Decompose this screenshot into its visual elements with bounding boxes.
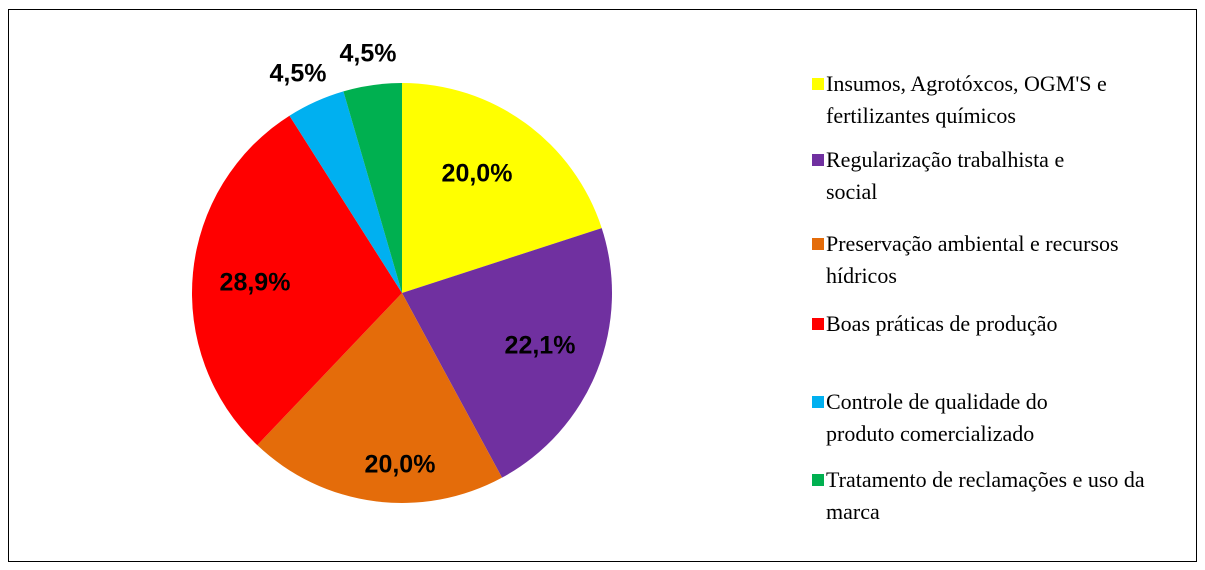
legend-label: Tratamento de reclamações e uso da marca	[826, 467, 1145, 524]
legend-label: Controle de qualidade do produto comerci…	[826, 389, 1048, 446]
legend-item: Controle de qualidade do produto comerci…	[812, 386, 1112, 450]
pie-slice	[289, 91, 402, 294]
data-label: 4,5%	[270, 60, 327, 88]
legend-swatch	[812, 474, 824, 486]
legend-item: Boas práticas de produção	[812, 308, 1192, 340]
legend-item: Regularização trabalhista e social	[812, 144, 1112, 208]
legend-item: Insumos, Agrotóxcos, OGM'S e fertilizant…	[812, 68, 1172, 132]
data-label: 20,0%	[365, 451, 436, 479]
legend-swatch	[812, 154, 824, 166]
pie-slice	[257, 293, 503, 504]
legend-item: Tratamento de reclamações e uso da marca	[812, 464, 1192, 528]
legend-label: Preservação ambiental e recursos hídrico…	[826, 231, 1119, 288]
data-label: 22,1%	[505, 332, 576, 360]
legend-label: Boas práticas de produção	[826, 311, 1058, 336]
pie-slice	[402, 228, 613, 478]
legend-label: Regularização trabalhista e social	[826, 147, 1065, 204]
data-label: 4,5%	[340, 40, 397, 68]
legend-swatch	[812, 238, 824, 250]
pie-slice	[191, 115, 402, 446]
legend-swatch	[812, 78, 824, 90]
legend-label: Insumos, Agrotóxcos, OGM'S e fertilizant…	[826, 71, 1107, 128]
pie-slice	[343, 83, 402, 293]
data-label: 28,9%	[220, 269, 291, 297]
pie-slice	[402, 83, 602, 293]
legend-swatch	[812, 318, 824, 330]
data-label: 20,0%	[442, 160, 513, 188]
legend-swatch	[812, 396, 824, 408]
legend-item: Preservação ambiental e recursos hídrico…	[812, 228, 1192, 292]
chart-border	[8, 9, 1197, 562]
